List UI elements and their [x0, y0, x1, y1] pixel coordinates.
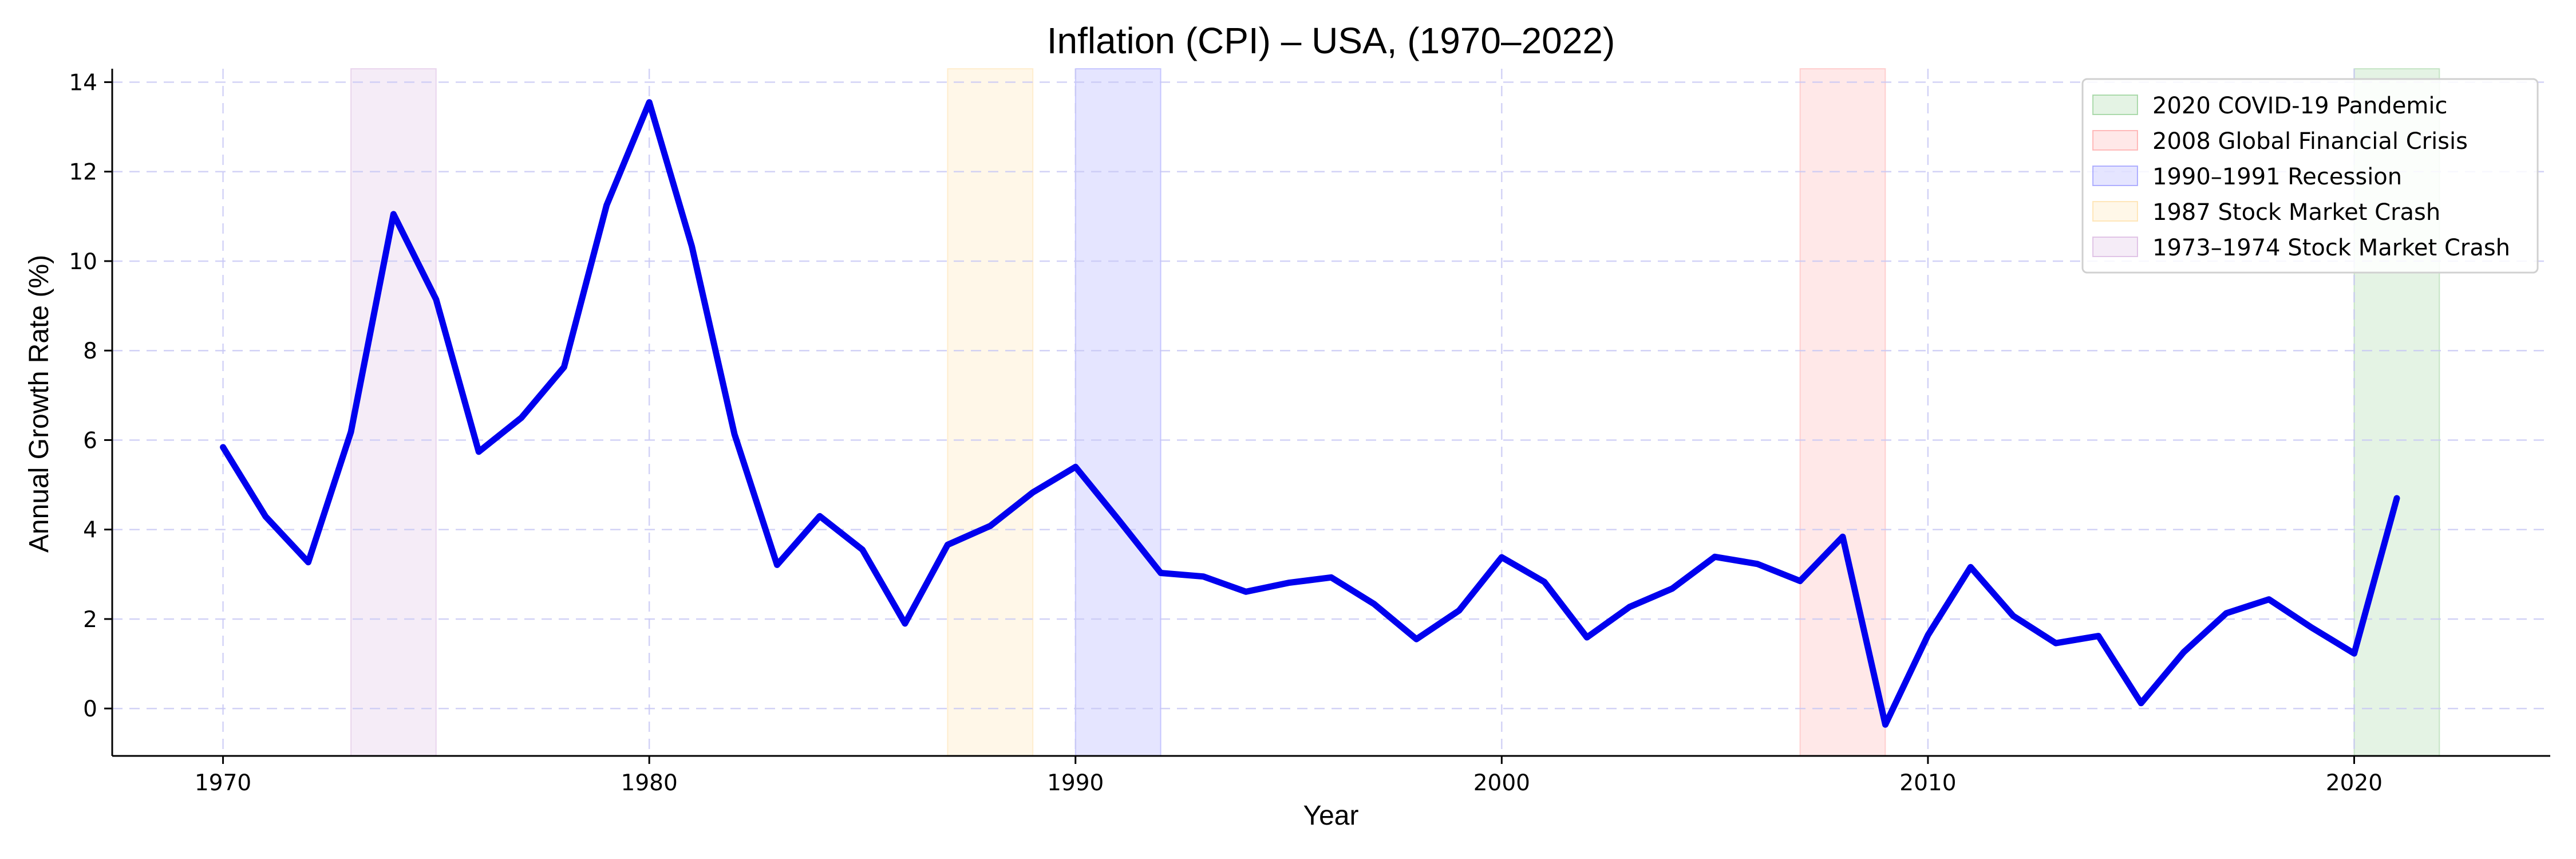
y-tick-label-6: 12	[69, 160, 97, 186]
y-axis-label: Annual Growth Rate (%)	[24, 255, 54, 553]
y-tick-label-3: 6	[83, 428, 97, 454]
legend-label-1: 2008 Global Financial Crisis	[2152, 128, 2468, 155]
legend-label-3: 1987 Stock Market Crash	[2152, 199, 2440, 226]
y-tick-label-2: 4	[83, 518, 97, 543]
y-tick-label-7: 14	[69, 70, 97, 96]
x-tick-label-4: 2010	[1899, 770, 1956, 796]
x-tick-label-0: 1970	[195, 770, 251, 796]
event-band-4	[350, 68, 437, 756]
y-tick-label-4: 8	[83, 338, 97, 364]
legend-label-4: 1973–1974 Stock Market Crash	[2152, 235, 2510, 261]
y-tick-label-5: 10	[69, 249, 97, 275]
y-tick-label-1: 2	[83, 607, 97, 633]
legend-box	[2081, 78, 2539, 274]
event-band-2	[1074, 68, 1161, 756]
legend-label-2: 1990–1991 Recession	[2152, 164, 2402, 190]
x-tick-label-5: 2020	[2326, 770, 2383, 796]
legend-swatch-3	[2092, 201, 2138, 222]
event-band-3	[947, 68, 1034, 756]
x-tick-label-3: 2000	[1473, 770, 1530, 796]
x-tick-label-2: 1990	[1047, 770, 1104, 796]
series-line-0	[220, 99, 2400, 728]
x-tick-label-1: 1980	[621, 770, 678, 796]
legend-swatch-2	[2092, 166, 2138, 186]
y-tick-label-0: 0	[83, 696, 97, 722]
x-axis-label: Year	[1303, 801, 1359, 831]
legend-swatch-1	[2092, 130, 2138, 151]
chart-title: Inflation (CPI) – USA, (1970–2022)	[1047, 20, 1615, 61]
legend-swatch-4	[2092, 237, 2138, 257]
legend: 2020 COVID-19 Pandemic 2008 Global Financ…	[2081, 78, 2539, 274]
legend-label-0: 2020 COVID-19 Pandemic	[2152, 93, 2448, 119]
legend-swatch-0	[2092, 94, 2138, 115]
event-band-1	[1799, 68, 1886, 756]
